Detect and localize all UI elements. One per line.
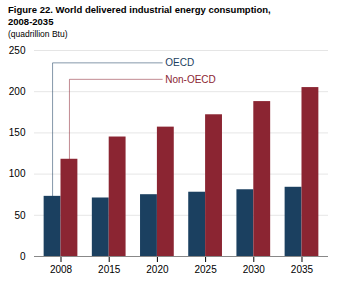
svg-text:2008: 2008 — [50, 264, 73, 275]
svg-text:2035: 2035 — [291, 264, 314, 275]
svg-text:250: 250 — [9, 45, 26, 56]
html-text:2008-2035: 2008-2035 — [8, 16, 54, 27]
html-text:Figure 22. World delivered ind: Figure 22. World delivered industrial en… — [8, 4, 271, 15]
svg-text:100: 100 — [9, 168, 26, 179]
svg-text:200: 200 — [9, 86, 26, 97]
svg-text:50: 50 — [14, 210, 26, 221]
svg-text:Non-OECD: Non-OECD — [165, 74, 216, 85]
svg-text:OECD: OECD — [165, 57, 194, 68]
svg-text:2015: 2015 — [98, 264, 121, 275]
svg-text:2025: 2025 — [194, 264, 217, 275]
html-text:(quadrillion Btu): (quadrillion Btu) — [8, 29, 68, 39]
svg-text:150: 150 — [9, 127, 26, 138]
svg-text:0: 0 — [20, 251, 26, 262]
svg-text:2020: 2020 — [146, 264, 169, 275]
svg-text:2030: 2030 — [243, 264, 266, 275]
